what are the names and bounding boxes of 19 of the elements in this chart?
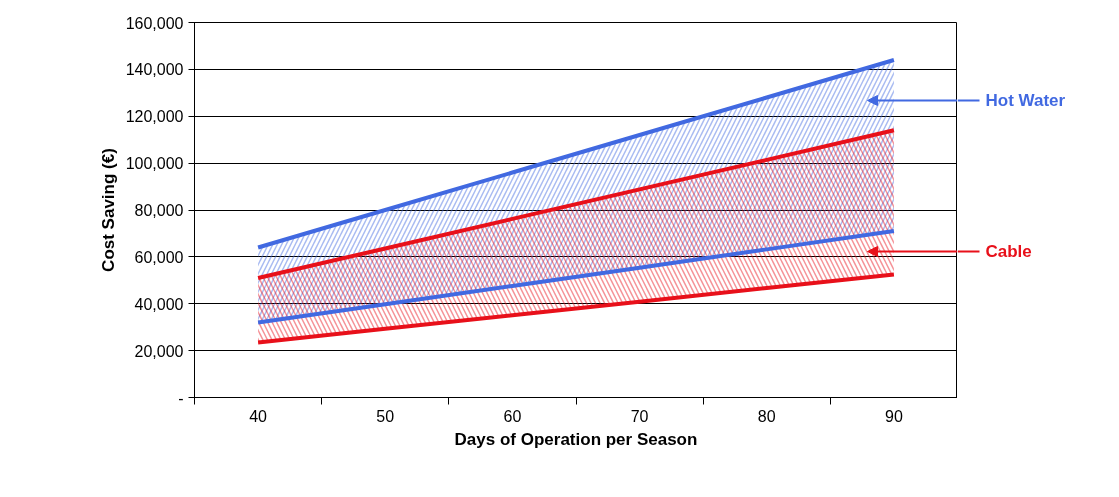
x-axis-title: Days of Operation per Season [454,429,698,449]
x-tick-label: 60 [503,407,522,425]
y-tick-label: - [178,389,184,407]
y-tick-label: 20,000 [134,342,184,360]
x-tick-label: 50 [376,407,395,425]
y-tick-label: 100,000 [125,155,184,173]
y-tick-label: 40,000 [134,295,184,313]
y-tick-label: 120,000 [125,108,184,126]
y-axis-title: Cost Saving (€) [98,148,118,272]
x-tick-label: 70 [630,407,649,425]
text: Cable [985,242,1032,261]
y-tick-label: 60,000 [134,248,184,266]
x-tick-label: 90 [885,407,903,425]
x-tick-label: 80 [757,407,776,425]
y-tick-label: 140,000 [125,61,184,79]
x-tick-label: 40 [249,407,268,425]
y-tick-label: 80,000 [134,202,184,219]
y-tick-label: 160,000 [125,14,184,32]
text: Hot Water [985,91,1066,110]
